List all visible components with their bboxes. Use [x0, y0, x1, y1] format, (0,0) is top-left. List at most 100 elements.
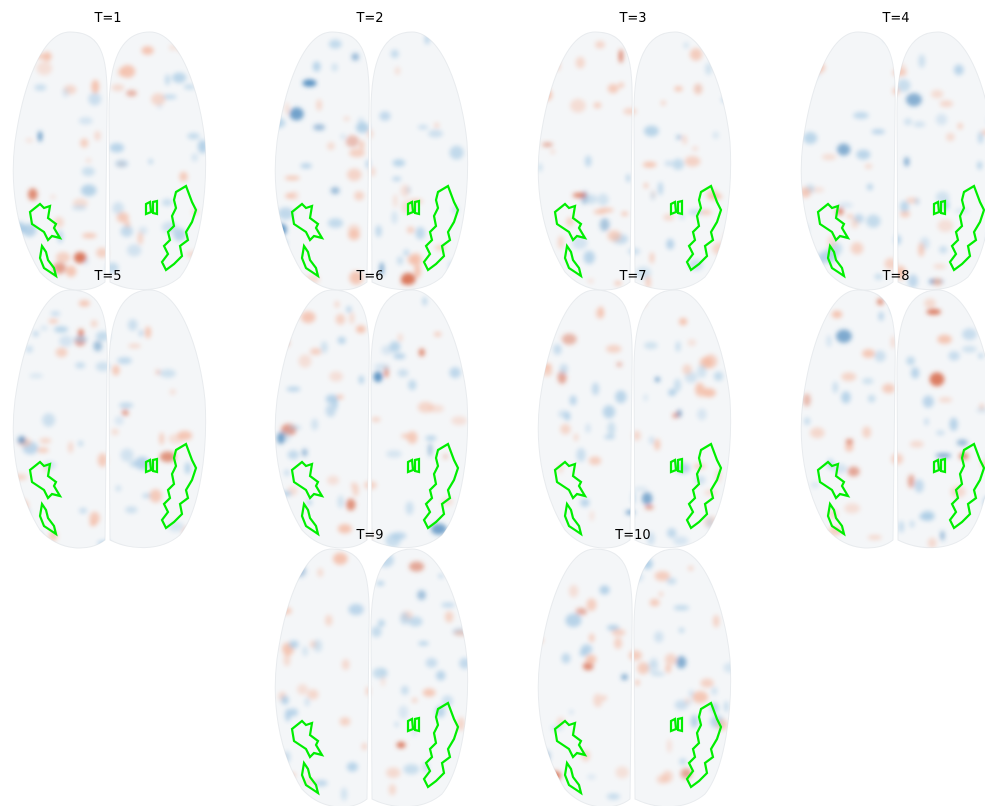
activity-blob: [56, 252, 70, 263]
activity-blob: [589, 633, 595, 642]
activity-blob: [307, 689, 318, 699]
activity-blob: [280, 583, 286, 595]
activity-blob: [438, 574, 443, 578]
activity-blob: [366, 687, 370, 696]
activity-blob: [714, 372, 723, 381]
activity-blob: [856, 150, 870, 160]
activity-blob: [356, 325, 366, 333]
left-hemisphere: [538, 290, 632, 548]
activity-blob: [381, 345, 393, 355]
activity-blob: [39, 438, 51, 443]
activity-blob: [278, 257, 289, 264]
activity-blob: [882, 384, 895, 394]
activity-blob: [715, 572, 728, 577]
activity-blob: [408, 380, 416, 391]
activity-blob: [607, 422, 615, 436]
activity-blob: [675, 700, 688, 710]
activity-blob: [676, 135, 682, 139]
activity-blob: [329, 371, 343, 381]
activity-blob: [692, 691, 708, 703]
activity-blob: [370, 167, 376, 177]
activity-blob: [407, 227, 415, 234]
activity-blob: [369, 297, 374, 308]
activity-blob: [674, 379, 681, 392]
activity-blob: [59, 335, 73, 346]
activity-blob: [853, 112, 869, 119]
activity-blob: [606, 345, 621, 353]
activity-blob: [418, 402, 434, 413]
activity-blob: [110, 143, 124, 153]
activity-blob: [346, 499, 356, 511]
activity-blob: [597, 194, 608, 206]
activity-blob: [723, 663, 736, 673]
activity-blob: [352, 483, 358, 496]
activity-blob: [800, 240, 807, 244]
activity-blob: [604, 435, 615, 439]
activity-blob: [623, 108, 637, 115]
activity-blob: [343, 117, 349, 121]
activity-blob: [969, 37, 982, 49]
panel-title: T=10: [614, 528, 650, 543]
activity-blob: [360, 140, 365, 150]
activity-blob: [607, 793, 620, 799]
activity-blob: [644, 394, 648, 401]
activity-blob: [688, 566, 693, 571]
activity-blob: [962, 346, 977, 353]
activity-blob: [177, 431, 192, 441]
activity-blob: [679, 318, 687, 325]
activity-blob: [644, 342, 658, 349]
activity-blob: [574, 434, 578, 441]
brain-panel: [801, 290, 985, 548]
activity-blob: [449, 367, 461, 378]
activity-blob: [593, 102, 601, 108]
activity-blob: [654, 439, 660, 451]
activity-blob: [38, 131, 42, 142]
activity-blob: [913, 121, 925, 127]
activity-blob: [428, 443, 432, 457]
activity-blob: [121, 226, 133, 237]
activity-blob: [878, 312, 884, 322]
activity-blob: [621, 674, 628, 680]
activity-blob: [302, 646, 308, 656]
activity-blob: [580, 650, 588, 657]
activity-blob: [82, 233, 97, 238]
activity-blob: [348, 604, 363, 615]
activity-blob: [98, 453, 107, 467]
activity-blob: [803, 224, 808, 234]
activity-blob: [679, 628, 685, 633]
activity-blob: [672, 413, 677, 418]
brain-panel: [270, 32, 468, 290]
activity-blob: [285, 176, 300, 180]
activity-blob: [169, 45, 176, 51]
activity-blob: [122, 409, 129, 416]
activity-blob: [868, 395, 876, 403]
activity-blob: [403, 764, 419, 774]
activity-blob: [619, 82, 624, 88]
activity-blob: [807, 295, 817, 306]
activity-blob: [862, 426, 871, 438]
activity-blob: [340, 717, 351, 726]
activity-blob: [346, 306, 351, 313]
activity-blob: [690, 48, 702, 60]
activity-blob: [160, 432, 164, 445]
activity-blob: [82, 167, 95, 176]
activity-blob: [802, 75, 807, 82]
activity-blob: [160, 369, 176, 378]
activity-blob: [379, 111, 390, 121]
activity-blob: [569, 585, 578, 598]
activity-blob: [619, 49, 623, 63]
activity-blob: [614, 637, 622, 649]
activity-blob: [418, 641, 429, 645]
brain-panel: [538, 549, 736, 806]
activity-blob: [695, 385, 707, 398]
activity-blob: [399, 705, 409, 719]
activity-blob: [284, 652, 291, 666]
activity-blob: [135, 457, 150, 470]
activity-blob: [48, 319, 58, 323]
activity-blob: [96, 248, 108, 258]
activity-blob: [657, 775, 668, 784]
activity-blob: [655, 571, 670, 581]
activity-blob: [635, 680, 640, 685]
activity-blob: [550, 149, 555, 153]
activity-blob: [276, 753, 282, 758]
